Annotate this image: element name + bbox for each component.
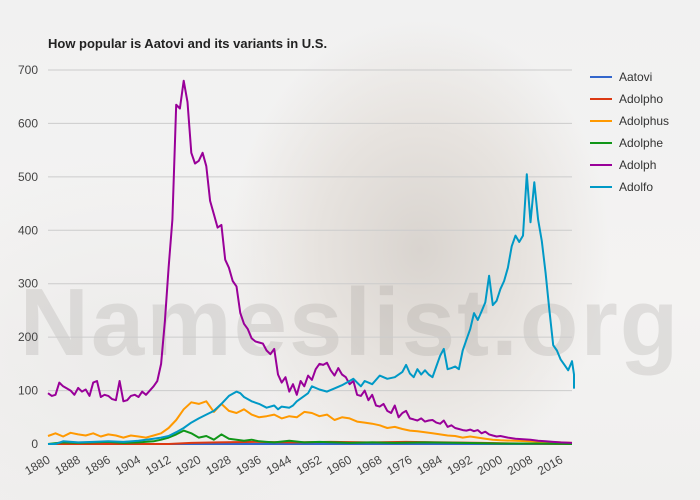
- series-line-adolfo: [48, 173, 575, 445]
- legend: Aatovi Adolpho Adolphus Adolphe Adolph Adolfo: [590, 66, 669, 198]
- x-tick-label: 1888: [53, 452, 83, 478]
- x-tick-label: 2000: [475, 452, 505, 478]
- x-tick-labels: 1880 1888 1896 1904 1912 1920 1928 1936 1944 1952…: [22, 452, 565, 478]
- series-lines: [47, 79, 575, 445]
- legend-item-aatovi[interactable]: Aatovi: [590, 66, 669, 88]
- y-tick-label: 400: [18, 223, 38, 237]
- x-tick-label: 1912: [143, 452, 173, 478]
- x-tick-label: 1960: [324, 452, 354, 478]
- legend-swatch: [590, 164, 612, 166]
- legend-item-adolphus[interactable]: Adolphus: [590, 110, 669, 132]
- legend-label: Adolphus: [619, 114, 670, 128]
- chart-title: How popular is Aatovi and its variants i…: [48, 36, 328, 51]
- y-tick-label: 500: [18, 170, 38, 184]
- y-tick-label: 200: [18, 330, 38, 344]
- y-tick-label: 0: [31, 437, 38, 451]
- watermark-text: Nameslist.org: [19, 269, 681, 376]
- legend-swatch: [590, 186, 612, 188]
- legend-swatch: [590, 76, 612, 78]
- x-tick-label: 1928: [203, 452, 233, 478]
- legend-label: Adolfo: [619, 180, 654, 194]
- series-line-adolph: [47, 79, 573, 444]
- x-tick-label: 1952: [294, 452, 324, 478]
- legend-item-adolfo[interactable]: Adolfo: [590, 176, 669, 198]
- x-tick-label: 1880: [22, 452, 52, 478]
- x-tick-label: 1920: [173, 452, 203, 478]
- legend-label: Aatovi: [619, 70, 653, 84]
- legend-item-adolphe[interactable]: Adolphe: [590, 132, 669, 154]
- y-tick-label: 600: [18, 116, 38, 130]
- y-tick-labels: 0 100 200 300 400 500 600 700: [18, 63, 38, 451]
- y-tick-label: 700: [18, 63, 38, 77]
- x-tick-label: 1944: [264, 452, 294, 478]
- legend-label: Adolphe: [619, 136, 664, 150]
- x-tick-label: 2008: [505, 452, 535, 478]
- legend-label: Adolpho: [619, 92, 664, 106]
- x-tick-label: 1984: [414, 452, 444, 478]
- x-tick-label: 1904: [113, 452, 143, 478]
- y-tick-label: 100: [18, 384, 38, 398]
- legend-swatch: [590, 120, 612, 122]
- legend-swatch: [590, 98, 612, 100]
- x-tick-label: 1896: [83, 452, 113, 478]
- series-line-adolphe: [47, 429, 573, 445]
- series-line-adolphus: [47, 400, 573, 444]
- x-tick-label: 1976: [384, 452, 414, 478]
- legend-item-adolpho[interactable]: Adolpho: [590, 88, 669, 110]
- x-tick-label: 2016: [535, 452, 565, 478]
- x-tick-label: 1992: [445, 452, 475, 478]
- x-tick-label: 1968: [354, 452, 384, 478]
- x-tick-label: 1936: [233, 452, 263, 478]
- legend-swatch: [590, 142, 612, 144]
- legend-item-adolph[interactable]: Adolph: [590, 154, 669, 176]
- y-tick-label: 300: [18, 277, 38, 291]
- legend-label: Adolph: [619, 158, 657, 172]
